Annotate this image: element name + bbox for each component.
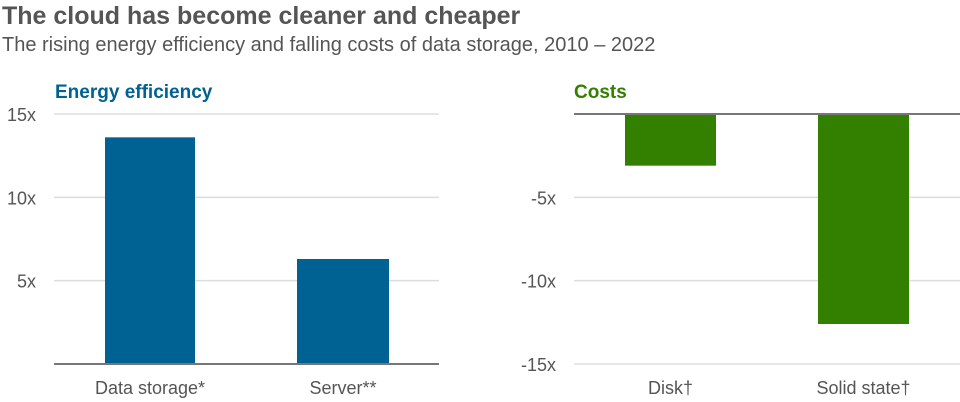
y-tick-label: 10x [7, 188, 36, 208]
x-category-label: Solid state† [816, 378, 910, 398]
bar-cost-0 [625, 114, 716, 166]
chart-title: The cloud has become cleaner and cheaper [2, 2, 521, 30]
chart-subtitle: The rising energy efficiency and falling… [2, 34, 656, 56]
x-category-label: Data storage* [95, 378, 205, 398]
y-tick-label: -5x [531, 188, 556, 208]
y-tick-label: -15x [521, 355, 556, 375]
energy-panel-title: Energy efficiency [55, 82, 213, 103]
costs-panel-title: Costs [574, 82, 627, 103]
y-tick-label: -10x [521, 272, 556, 292]
y-tick-label: 5x [17, 272, 36, 292]
y-tick-label: 15x [7, 105, 36, 125]
x-category-label: Server** [309, 378, 376, 398]
bar-efficiency-1 [297, 259, 389, 364]
bar-efficiency-0 [105, 137, 195, 364]
x-category-label: Disk† [648, 378, 693, 398]
bar-cost-1 [818, 114, 909, 324]
